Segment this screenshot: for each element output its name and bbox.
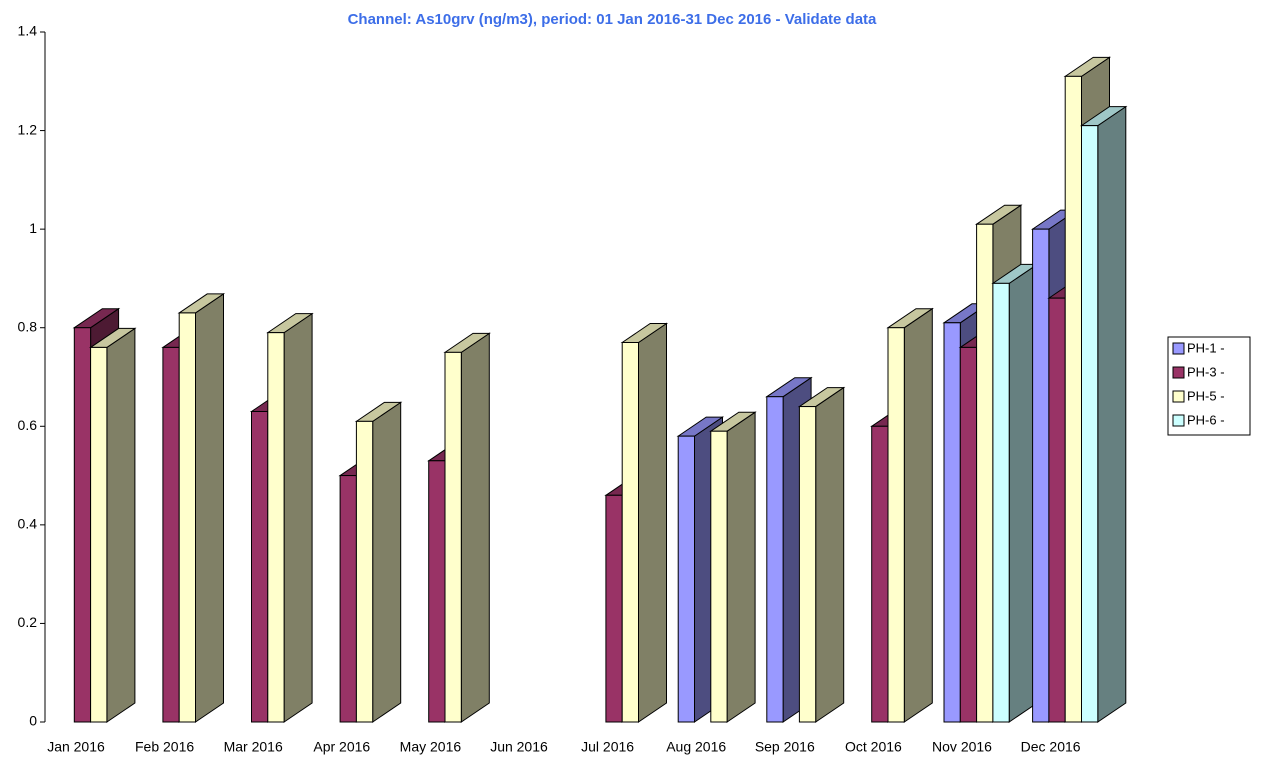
legend-label: PH-5 - — [1187, 388, 1225, 403]
bar-side — [106, 327, 136, 723]
bar-front — [339, 475, 357, 723]
bar — [88, 327, 137, 723]
x-tick-label: Dec 2016 — [1021, 739, 1081, 755]
bar-front — [621, 342, 640, 723]
legend-label: PH-1 - — [1187, 340, 1225, 355]
y-tick-label: 0 — [29, 713, 37, 729]
bar-front — [444, 351, 462, 723]
bar — [709, 411, 757, 723]
bar — [177, 292, 226, 723]
x-tick-label: Jan 2016 — [47, 739, 105, 755]
bar-front — [766, 396, 784, 723]
legend-swatch — [1172, 414, 1185, 427]
bar-side — [903, 307, 933, 723]
bar — [266, 312, 314, 723]
y-tick-label: 0.4 — [18, 516, 38, 532]
x-tick-label: Mar 2016 — [224, 739, 283, 755]
bar — [620, 322, 669, 723]
legend-label: PH-6 - — [1187, 412, 1225, 427]
x-tick-label: Feb 2016 — [135, 739, 194, 755]
bar-side — [815, 386, 845, 723]
legend-swatch — [1172, 390, 1185, 403]
y-tick-label: 0.6 — [18, 417, 38, 433]
bar-side — [460, 332, 490, 723]
bar-front — [887, 327, 905, 723]
x-tick-label: Jun 2016 — [490, 739, 548, 755]
x-tick-label: Nov 2016 — [932, 739, 992, 755]
legend-swatch — [1172, 366, 1185, 379]
bar-front — [73, 327, 92, 723]
bar-front — [1048, 297, 1066, 723]
y-tick-label: 1.2 — [18, 121, 38, 137]
bar-front — [976, 223, 994, 723]
bar-side — [372, 401, 402, 723]
x-tick-label: Jul 2016 — [581, 739, 634, 755]
bar-front — [871, 425, 889, 723]
y-tick-label: 1 — [29, 220, 37, 236]
bar-front — [959, 346, 978, 723]
bar-side — [283, 312, 313, 723]
x-tick-label: Apr 2016 — [313, 739, 370, 755]
x-tick-label: Sep 2016 — [755, 739, 815, 755]
bar — [991, 263, 1039, 723]
bar — [443, 332, 491, 723]
bar — [886, 307, 934, 723]
bar-front — [90, 346, 108, 723]
y-tick-label: 0.2 — [18, 614, 38, 630]
legend: PH-1 - PH-3 - PH-5 - PH-6 - — [1167, 336, 1251, 436]
bar-front — [1064, 75, 1082, 723]
bar — [797, 386, 846, 723]
x-tick-label: Aug 2016 — [666, 739, 726, 755]
x-tick-label: May 2016 — [400, 739, 462, 755]
bar-front — [162, 346, 180, 723]
bar-front — [1032, 228, 1050, 723]
bar-front — [251, 411, 269, 723]
bar-side — [726, 411, 756, 723]
x-tick-label: Oct 2016 — [845, 739, 902, 755]
y-tick-label: 1.4 — [18, 23, 38, 39]
bar-front — [710, 430, 728, 723]
bar-front — [798, 406, 817, 723]
bar-front — [943, 322, 961, 723]
chart-title: Channel: As10grv (ng/m3), period: 01 Jan… — [348, 11, 877, 28]
legend-label: PH-3 - — [1187, 364, 1225, 379]
bar-front — [355, 420, 374, 723]
bar-side — [195, 292, 224, 723]
bar — [354, 401, 403, 723]
bar-side — [1097, 105, 1127, 723]
legend-swatch — [1172, 342, 1185, 355]
bar-front — [992, 282, 1010, 723]
bar-front — [428, 460, 446, 723]
bar-front — [1081, 125, 1099, 723]
y-tick-label: 0.8 — [18, 318, 38, 334]
bar-front — [267, 332, 285, 723]
bar — [1079, 105, 1128, 723]
bar-front — [178, 312, 196, 723]
bar-front — [677, 435, 696, 723]
bar-front — [605, 494, 623, 723]
bar-side — [638, 322, 667, 723]
